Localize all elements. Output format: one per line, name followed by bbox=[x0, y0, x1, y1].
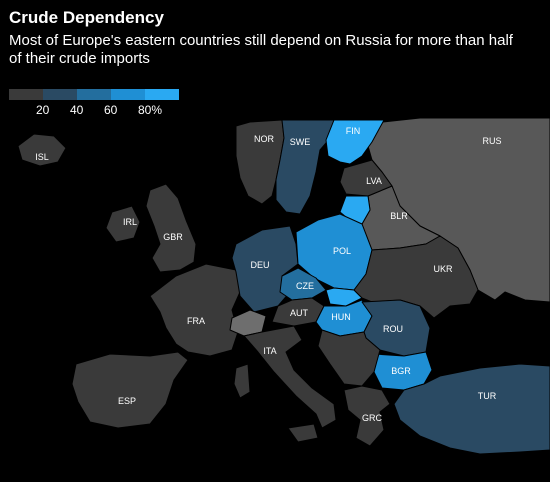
label-SWE: SWE bbox=[290, 137, 311, 147]
country-IRL bbox=[105, 205, 141, 243]
label-FRA: FRA bbox=[187, 316, 205, 326]
country-FRA bbox=[149, 263, 241, 357]
label-RUS: RUS bbox=[482, 136, 501, 146]
country-GRC bbox=[343, 385, 391, 447]
country-SRB bbox=[317, 329, 381, 387]
label-CZE: CZE bbox=[296, 281, 314, 291]
legend-swatch-4 bbox=[145, 89, 179, 100]
country-CZE bbox=[279, 267, 327, 301]
legend-tick-20: 20 bbox=[36, 103, 50, 117]
country-GBR bbox=[145, 183, 197, 273]
legend-swatch-0 bbox=[9, 89, 43, 100]
country-NOR bbox=[235, 119, 285, 205]
country-LVA bbox=[339, 159, 393, 197]
country-ESP bbox=[71, 351, 189, 429]
label-AUT: AUT bbox=[290, 308, 309, 318]
island-sardinia bbox=[233, 363, 251, 399]
legend-tick-60: 60 bbox=[104, 103, 118, 117]
country-ISL bbox=[17, 133, 67, 167]
legend-swatch-3 bbox=[111, 89, 145, 100]
label-ITA: ITA bbox=[263, 346, 276, 356]
label-LVA: LVA bbox=[366, 176, 382, 186]
country-TUR bbox=[393, 363, 550, 455]
label-GBR: GBR bbox=[163, 232, 183, 242]
europe-map: ISL NOR SWE FIN RUS LVA BLR IRL GBR DEU … bbox=[17, 118, 550, 455]
label-IRL: IRL bbox=[123, 217, 137, 227]
country-UKR bbox=[353, 235, 479, 319]
country-FIN bbox=[325, 119, 385, 165]
chart-title: Crude Dependency bbox=[9, 8, 164, 27]
island-sicily bbox=[287, 423, 319, 443]
label-ROU: ROU bbox=[383, 324, 403, 334]
chart-subtitle: Most of Europe's eastern countries still… bbox=[9, 32, 513, 67]
country-SWE bbox=[275, 119, 335, 215]
color-legend: 20 40 60 80% bbox=[9, 89, 185, 119]
label-DEU: DEU bbox=[250, 260, 269, 270]
legend-swatch-2 bbox=[77, 89, 111, 100]
label-POL: POL bbox=[333, 246, 351, 256]
label-BLR: BLR bbox=[390, 211, 408, 221]
label-ESP: ESP bbox=[118, 396, 136, 406]
label-ISL: ISL bbox=[35, 152, 49, 162]
label-HUN: HUN bbox=[331, 312, 351, 322]
legend-tick-40: 40 bbox=[70, 103, 84, 117]
label-NOR: NOR bbox=[254, 134, 275, 144]
country-ITA bbox=[243, 325, 337, 429]
label-GRC: GRC bbox=[362, 413, 383, 423]
label-TUR: TUR bbox=[478, 391, 497, 401]
label-UKR: UKR bbox=[433, 264, 453, 274]
label-FIN: FIN bbox=[346, 126, 361, 136]
label-BGR: BGR bbox=[391, 366, 411, 376]
legend-tick-80: 80% bbox=[138, 103, 163, 117]
legend-swatch-1 bbox=[43, 89, 77, 100]
